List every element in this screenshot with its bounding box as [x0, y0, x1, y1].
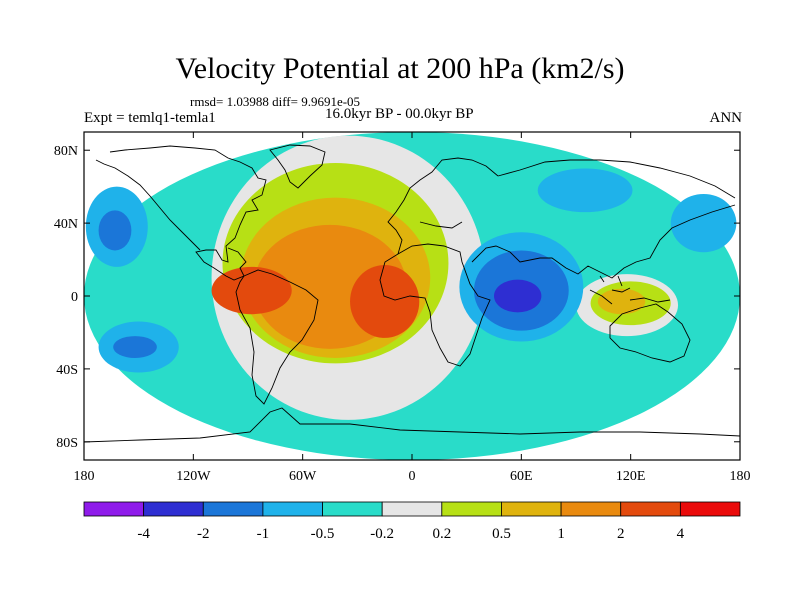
period-label: 16.0kyr BP - 00.0kyr BP: [325, 106, 474, 122]
x-tick-label: 60W: [289, 469, 317, 484]
x-tick-label: 120E: [616, 469, 646, 484]
y-tick-label: 40N: [54, 217, 78, 232]
y-tick-label: 80S: [56, 436, 78, 451]
coastline-maritime-islands: [589, 275, 671, 305]
colorbar-swatch: [679, 501, 741, 517]
colorbar-label: -2: [197, 526, 210, 542]
colorbar-label: -4: [137, 526, 150, 542]
contour-region-north-pacific-negative: [670, 193, 737, 253]
y-tick-label: 80N: [54, 144, 78, 159]
colorbar-swatch: [202, 501, 264, 517]
rmsd-label: rmsd= 1.03988 diff= 9.9691e-05: [190, 94, 361, 109]
colorbar: -4 -2 -1 -0.5 -0.2 0.2 0.5 1 2 4: [83, 501, 741, 542]
contour-region-indian-ocean-min: [494, 279, 542, 313]
x-tick-label: 180: [730, 469, 751, 484]
coastline-australia: [609, 303, 691, 363]
x-axis: 180 120W 60W 0 60E 120E 180: [74, 132, 751, 484]
x-tick-label: 120W: [176, 469, 211, 484]
contour-region-south-pacific-moderate-negative: [113, 336, 157, 358]
colorbar-swatch: [560, 501, 622, 517]
coastline-europe: [387, 157, 499, 255]
season-label: ANN: [709, 110, 743, 126]
x-tick-label: 180: [74, 469, 95, 484]
contour-region-northeast-pacific-min: [98, 210, 132, 251]
x-tick-label: 60E: [510, 469, 533, 484]
colorbar-swatch: [441, 501, 502, 517]
contour-region-maritime-positive: [597, 288, 646, 315]
y-axis: 80N 40N 0 40S 80S: [54, 144, 740, 451]
coastlines: [84, 144, 740, 443]
chart-title: Velocity Potential at 200 hPa (km2/s): [175, 52, 625, 85]
coastline-africa: [379, 243, 491, 367]
colorbar-label: -1: [257, 526, 270, 542]
contour-region-east-asia-negative: [537, 168, 633, 213]
experiment-label: Expt = temlq1-temla1: [84, 110, 216, 126]
colorbar-label: 0.2: [432, 526, 451, 542]
colorbar-swatch: [322, 501, 383, 517]
coastline-south-america: [235, 269, 319, 405]
colorbar-label: 1: [557, 526, 565, 542]
x-tick-label: 0: [409, 469, 416, 484]
coastline-asia: [471, 159, 736, 279]
y-tick-label: 0: [71, 290, 78, 305]
colorbar-label: 0.5: [492, 526, 511, 542]
colorbar-swatch: [501, 501, 562, 517]
coastline-antarctica: [84, 407, 740, 443]
colorbar-swatch: [381, 501, 443, 517]
colorbar-label: 4: [677, 526, 685, 542]
colorbar-swatch: [620, 501, 681, 517]
colorbar-label: -0.5: [311, 526, 335, 542]
colorbar-swatch: [83, 501, 145, 517]
colorbar-swatch: [143, 501, 204, 517]
colorbar-label: -0.2: [370, 526, 394, 542]
coastline-north-america: [95, 145, 267, 281]
colorbar-swatch: [262, 501, 323, 517]
contour-region-south-atlantic-max: [350, 265, 420, 338]
coastline-greenland: [269, 144, 326, 189]
y-tick-label: 40S: [56, 363, 78, 378]
colorbar-label: 2: [617, 526, 625, 542]
